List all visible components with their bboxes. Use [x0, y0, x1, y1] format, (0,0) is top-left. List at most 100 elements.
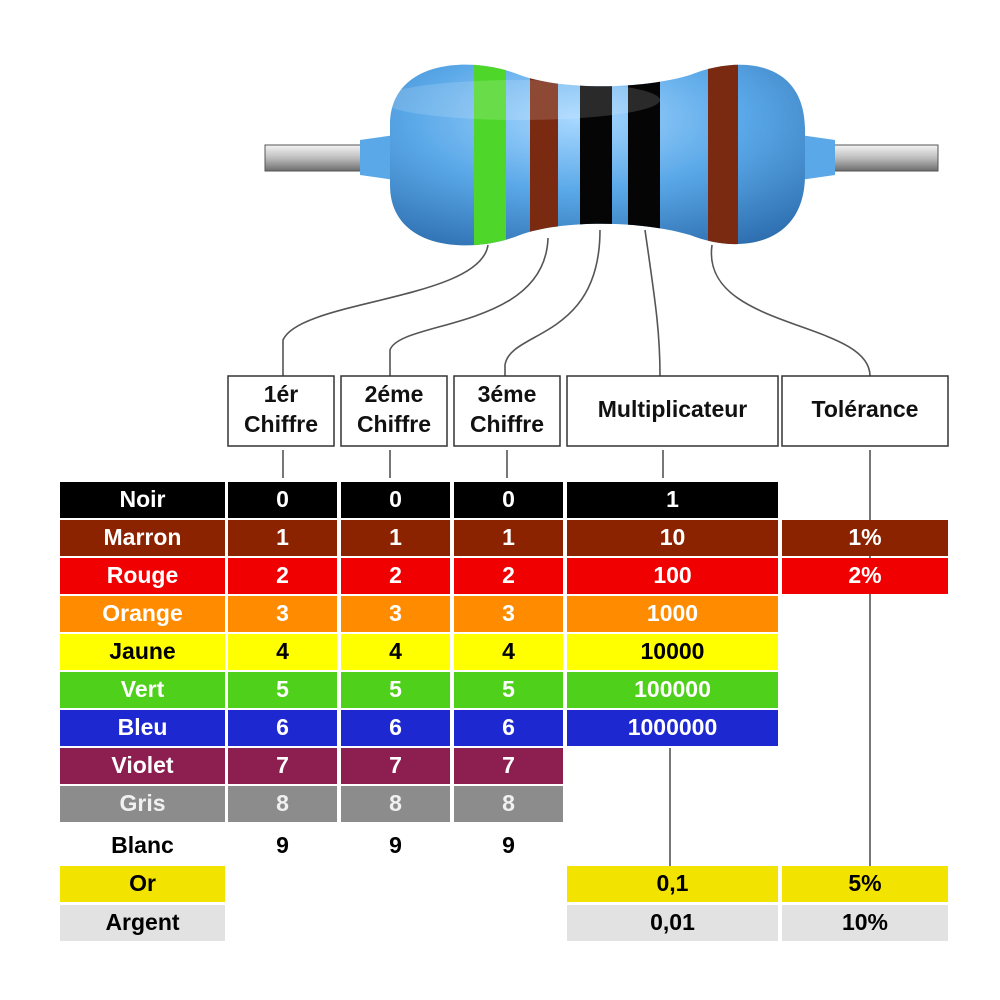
band — [530, 64, 558, 246]
color-name: Jaune — [109, 638, 175, 664]
cell-bg — [60, 558, 225, 594]
header-box — [566, 375, 779, 447]
wire — [389, 237, 549, 376]
cell-bg — [567, 710, 778, 746]
cell-value: 3 — [276, 600, 289, 626]
cell-bg — [341, 672, 450, 708]
cell-bg — [567, 866, 778, 902]
cell-bg — [60, 482, 225, 518]
cell-bg — [60, 905, 225, 941]
band — [474, 64, 506, 246]
cell-bg — [782, 905, 948, 941]
cell-value: 7 — [389, 752, 402, 778]
cell-value: 8 — [389, 790, 402, 816]
color-name: Vert — [121, 676, 165, 702]
cell-value: 4 — [502, 638, 515, 664]
cell-value: 10 — [660, 524, 686, 550]
cell-value: 100000 — [634, 676, 711, 702]
cell-bg — [60, 786, 225, 822]
color-name: Or — [129, 870, 156, 896]
wire — [504, 229, 601, 376]
color-name: Gris — [119, 790, 165, 816]
cell-value: 9 — [389, 832, 402, 858]
cell-bg — [341, 634, 450, 670]
cell-value: 100 — [653, 562, 691, 588]
cell-value: 6 — [502, 714, 515, 740]
cell-bg — [228, 558, 337, 594]
wire — [644, 229, 661, 377]
cell-value: 5 — [276, 676, 289, 702]
band — [580, 64, 612, 246]
cell-value: 0,1 — [657, 870, 689, 896]
cell-bg — [454, 482, 563, 518]
header-text: 1ér — [264, 381, 299, 407]
cell-value: 2 — [502, 562, 515, 588]
cell-bg — [567, 634, 778, 670]
cell-bg — [782, 866, 948, 902]
cell-bg — [454, 748, 563, 784]
header-box — [340, 375, 448, 447]
cell-bg — [567, 596, 778, 632]
cell-value: 7 — [276, 752, 289, 778]
cell-bg — [60, 710, 225, 746]
cell-value: 1 — [276, 524, 289, 550]
wires — [282, 229, 871, 866]
table: 1ér Chiffre 2éme Chiffre 3éme Chiffre Multipli… — [60, 375, 949, 941]
cell-value: 1 — [502, 524, 515, 550]
cell-value: 1 — [666, 486, 679, 512]
cell-value: 6 — [389, 714, 402, 740]
cell-value: 1000000 — [628, 714, 718, 740]
cell-value: 5% — [848, 870, 881, 896]
cell-bg — [454, 596, 563, 632]
cell-bg — [228, 596, 337, 632]
cell-value: 4 — [276, 638, 289, 664]
cell-bg — [454, 634, 563, 670]
cell-value: 4 — [389, 638, 402, 664]
cell-value: 0 — [389, 486, 402, 512]
body-end — [800, 135, 835, 180]
cell-value: 7 — [502, 752, 515, 778]
cell-value: 0 — [276, 486, 289, 512]
cell-bg — [60, 520, 225, 556]
header-text: Chiffre — [244, 411, 318, 437]
cell-value: 2 — [389, 562, 402, 588]
cell-value: 8 — [502, 790, 515, 816]
cell-value: 1000 — [647, 600, 698, 626]
cell-value: 10% — [842, 909, 888, 935]
cell-bg — [228, 672, 337, 708]
band — [628, 64, 660, 246]
header-text: Chiffre — [357, 411, 431, 437]
cell-bg — [782, 520, 948, 556]
color-name: Blanc — [111, 832, 174, 858]
cell-bg — [228, 710, 337, 746]
cell-value: 1% — [848, 524, 881, 550]
body-end — [360, 135, 395, 180]
cell-bg — [341, 520, 450, 556]
cell-value: 3 — [502, 600, 515, 626]
header-box — [227, 375, 335, 447]
cell-bg — [454, 710, 563, 746]
cell-bg — [454, 672, 563, 708]
cell-value: 5 — [389, 676, 402, 702]
cell-value: 2% — [848, 562, 881, 588]
cell-bg — [341, 710, 450, 746]
header-text: Tolérance — [812, 396, 919, 422]
cell-value: 9 — [502, 832, 515, 858]
cell-bg — [567, 558, 778, 594]
cell-value: 5 — [502, 676, 515, 702]
wire — [282, 244, 489, 376]
cell-bg — [228, 482, 337, 518]
cell-bg — [341, 596, 450, 632]
cell-bg — [228, 786, 337, 822]
header-text: 3éme — [478, 381, 537, 407]
cell-value: 2 — [276, 562, 289, 588]
header-text: Multiplicateur — [598, 396, 748, 422]
cell-bg — [228, 748, 337, 784]
cell-bg — [454, 520, 563, 556]
cell-bg — [228, 634, 337, 670]
color-name: Orange — [102, 600, 183, 626]
cell-value: 0 — [502, 486, 515, 512]
cell-bg — [567, 672, 778, 708]
cell-value: 1 — [389, 524, 402, 550]
